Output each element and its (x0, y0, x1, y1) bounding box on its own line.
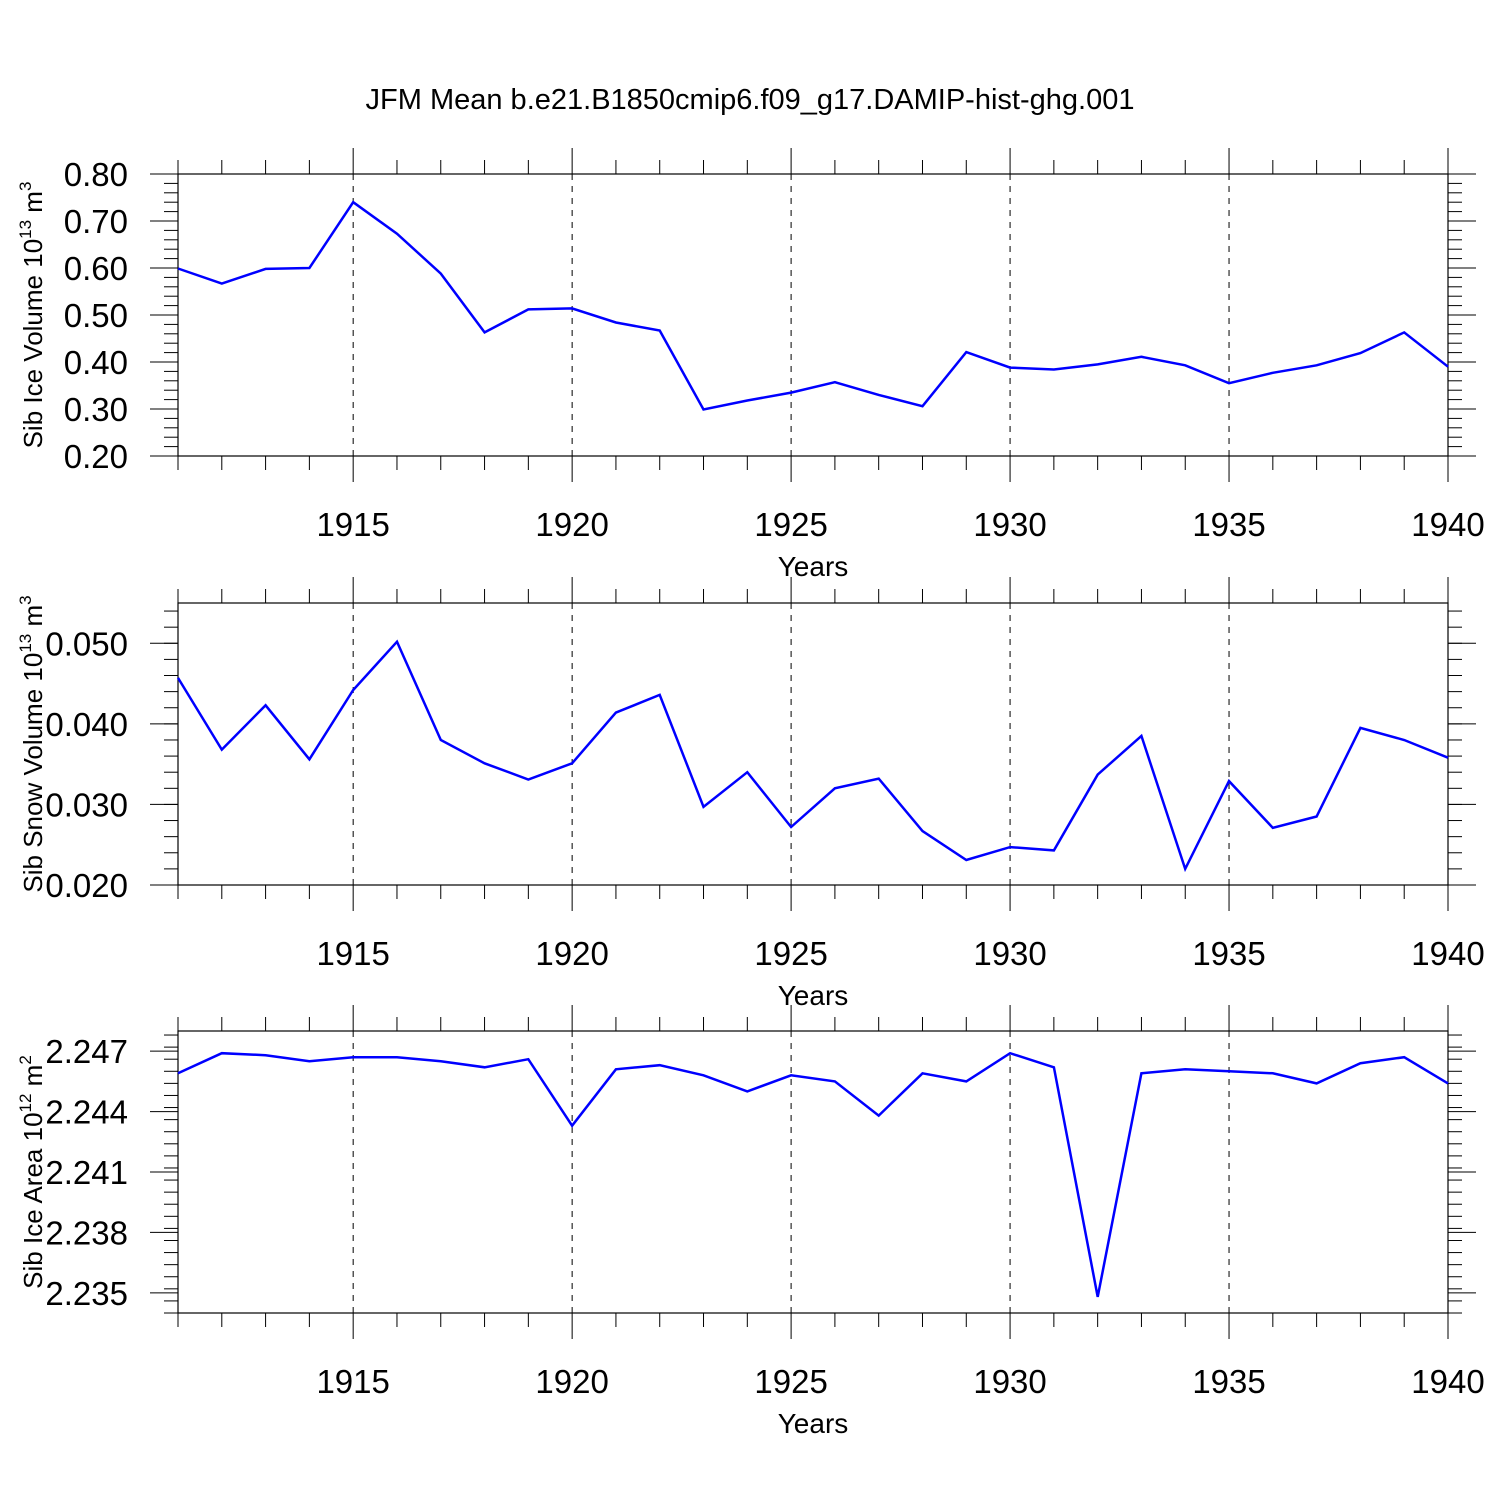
x-tick-label: 1925 (754, 935, 827, 972)
panel-snow-volume: 0.020 0.030 0.040 0.050 1915 1920 1925 1930 1935… (16, 577, 1485, 1011)
y-tick-label: 0.020 (45, 867, 128, 904)
y-tick-label: 0.30 (64, 391, 128, 428)
y-tick-label: 0.50 (64, 297, 128, 334)
y-tick-label: 2.247 (45, 1033, 128, 1070)
panel-ice-area: 2.235 2.238 2.241 2.244 2.247 1915 1920 1925 193… (16, 1005, 1485, 1439)
panel-ice-volume: 0.20 0.30 0.40 0.50 0.60 0.70 0.80 1915 1920 1925… (16, 148, 1485, 582)
x-tick-label: 1935 (1192, 1363, 1265, 1400)
x-tick-label: 1925 (754, 506, 827, 543)
y-tick-label: 0.40 (64, 344, 128, 381)
plot-frame (177, 602, 1449, 886)
y-axis-label: Sib Ice Area 1012 m2 (16, 1055, 48, 1289)
y-tick-label: 0.20 (64, 438, 128, 475)
x-tick-label: 1930 (973, 1363, 1046, 1400)
y-axis-label: Sib Snow Volume 1013 m3 (16, 595, 48, 892)
y-tick-label: 0.050 (45, 625, 128, 662)
x-tick-label: 1920 (535, 1363, 608, 1400)
x-tick-label: 1915 (316, 935, 389, 972)
y-tick-label: 0.70 (64, 203, 128, 240)
y-tick-label: 0.80 (64, 156, 128, 193)
x-tick-label: 1940 (1411, 506, 1484, 543)
x-tick-label: 1930 (973, 935, 1046, 972)
x-tick-label: 1935 (1192, 506, 1265, 543)
y-tick-label: 2.238 (45, 1214, 128, 1251)
series-line (176, 639, 1449, 873)
x-tick-label: 1915 (316, 1363, 389, 1400)
y-axis-label: Sib Ice Volume 1013 m3 (16, 182, 48, 449)
x-tick-label: 1915 (316, 506, 389, 543)
x-axis-label: Years (778, 551, 849, 582)
x-tick-label: 1940 (1411, 935, 1484, 972)
x-tick-label: 1935 (1192, 935, 1265, 972)
y-tick-label: 0.040 (45, 706, 128, 743)
x-tick-label: 1920 (535, 506, 608, 543)
series-line (177, 1051, 1449, 1298)
x-axis-label: Years (778, 1408, 849, 1439)
series-line (177, 200, 1449, 411)
y-tick-label: 0.60 (64, 250, 128, 287)
y-tick-label: 2.235 (45, 1275, 128, 1312)
x-tick-label: 1925 (754, 1363, 827, 1400)
plot-frame (177, 173, 1449, 457)
x-axis-label: Years (778, 980, 849, 1011)
figure-title: JFM Mean b.e21.B1850cmip6.f09_g17.DAMIP-… (365, 84, 1135, 116)
y-tick-label: 2.244 (45, 1094, 128, 1131)
x-tick-label: 1930 (973, 506, 1046, 543)
y-tick-label: 2.241 (45, 1154, 128, 1191)
x-tick-label: 1920 (535, 935, 608, 972)
y-tick-label: 0.030 (45, 786, 128, 823)
x-tick-label: 1940 (1411, 1363, 1484, 1400)
